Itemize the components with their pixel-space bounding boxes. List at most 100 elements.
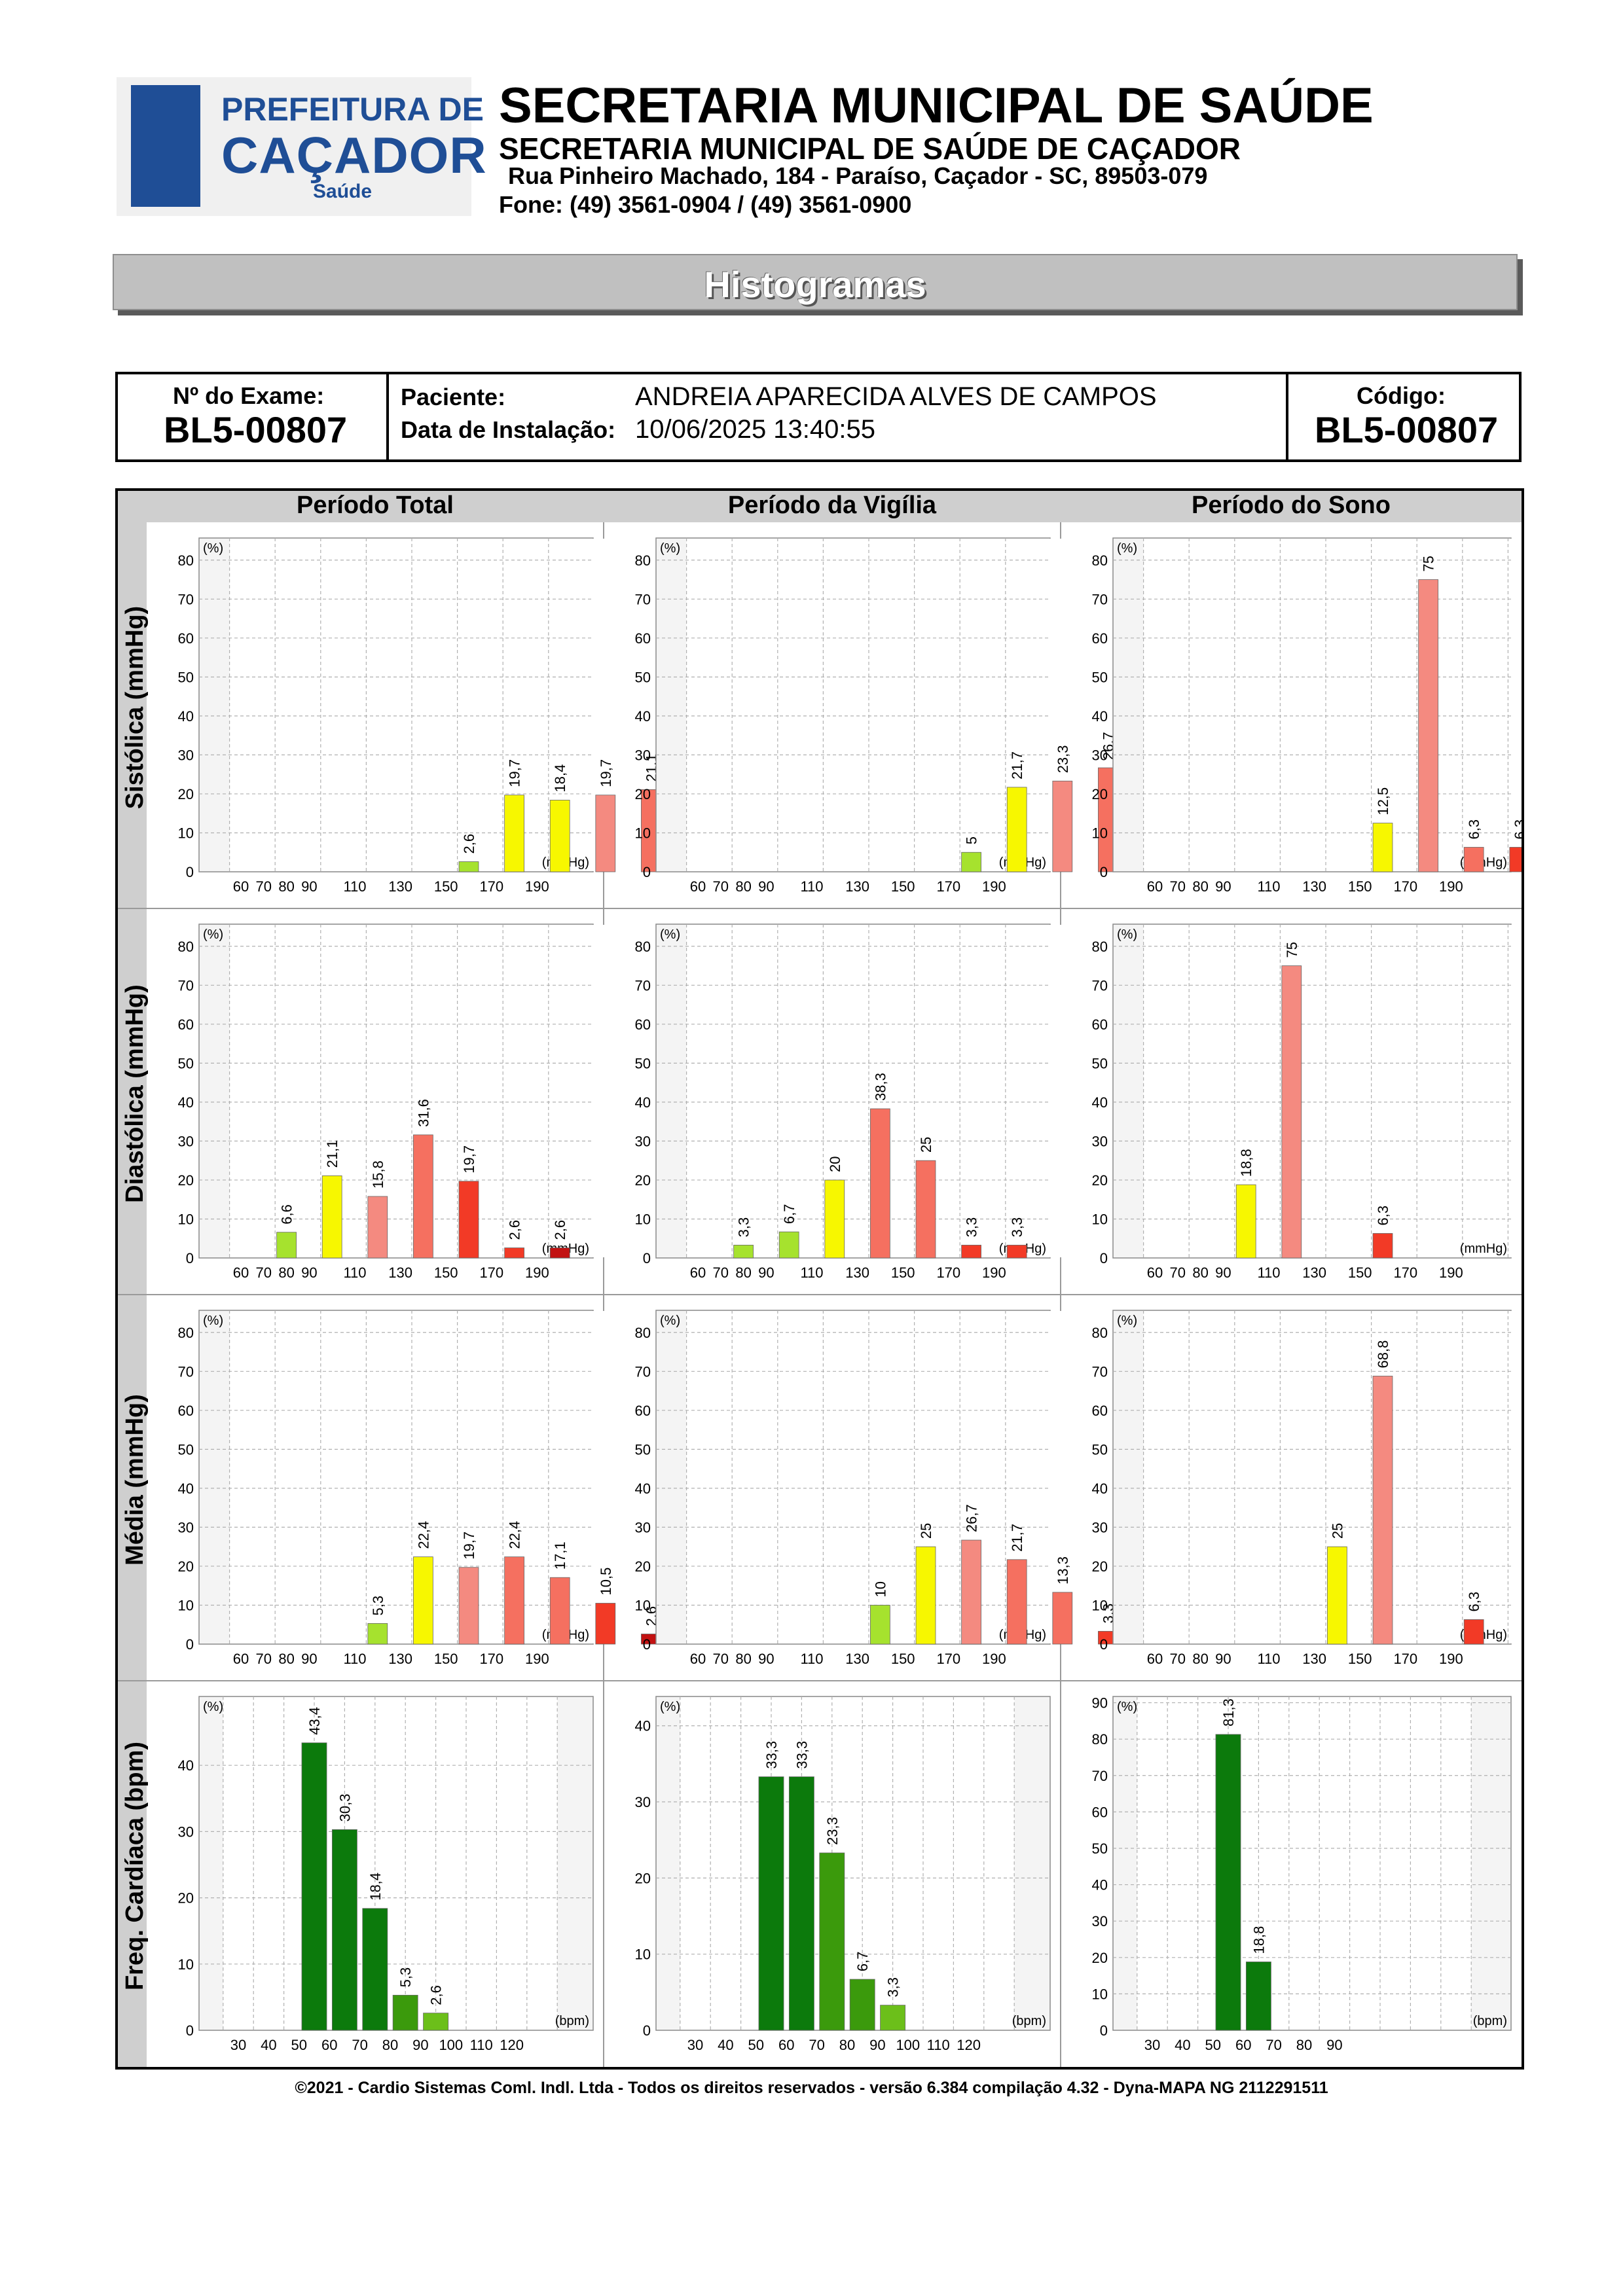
histogram-bar	[1372, 1233, 1393, 1259]
bar-value-label: 17,1	[552, 1541, 568, 1570]
x-tick-label: 170	[1393, 878, 1417, 895]
bar-value-label: 2,6	[507, 1220, 523, 1240]
x-tick-label: 70	[713, 878, 729, 895]
y-tick-label: 0	[186, 1636, 194, 1653]
bar-value-label: 81,3	[1220, 1698, 1237, 1727]
plot-core	[1137, 1697, 1472, 2030]
y-tick-label: 30	[1092, 747, 1108, 763]
histogram-bar	[458, 1181, 479, 1259]
y-tick-label: 80	[1092, 1325, 1108, 1341]
y-tick-label: 10	[635, 1597, 651, 1613]
y-tick-label: 70	[1092, 977, 1108, 994]
x-tick-label: 190	[982, 1265, 1006, 1281]
x-tick-label: 170	[479, 878, 503, 895]
y-unit-label: (%)	[203, 541, 223, 556]
x-tick-label: 30	[230, 2037, 246, 2053]
x-tick-label: 60	[321, 2037, 337, 2053]
y-tick-label: 80	[178, 552, 194, 569]
y-tick-label: 10	[1092, 1211, 1108, 1227]
y-tick-label: 10	[635, 825, 651, 841]
histogram-bar	[549, 800, 570, 872]
y-tick-label: 50	[178, 669, 194, 685]
x-tick-label: 120	[957, 2037, 981, 2053]
y-tick-label: 60	[1092, 630, 1108, 647]
x-unit-label: (bpm)	[1012, 2014, 1046, 2028]
histogram-bar	[367, 1623, 388, 1645]
y-tick-label: 20	[635, 1172, 651, 1189]
x-tick-label: 80	[839, 2037, 855, 2053]
x-tick-label: 90	[412, 2037, 428, 2053]
y-tick-label: 50	[178, 1441, 194, 1458]
histogram-bar	[1463, 847, 1484, 872]
x-tick-label: 80	[1192, 878, 1208, 895]
x-tick-label: 150	[1348, 1651, 1372, 1667]
x-tick-label: 130	[388, 1651, 412, 1667]
code-value: BL5-00807	[1315, 409, 1499, 450]
y-unit-label: (%)	[1117, 541, 1137, 556]
bar-value-label: 21,7	[1009, 1524, 1025, 1552]
y-tick-label: 70	[178, 591, 194, 607]
x-tick-label: 190	[525, 878, 549, 895]
y-tick-label: 40	[178, 708, 194, 725]
x-tick-label: 60	[690, 1651, 706, 1667]
x-tick-label: 130	[388, 878, 412, 895]
histogram-bar	[1509, 847, 1530, 872]
y-tick-label: 60	[178, 1016, 194, 1033]
histogram-bar	[961, 1539, 981, 1645]
y-tick-label: 90	[1092, 1695, 1108, 1712]
histogram-grid: Período Total Período da Vigília Período d…	[115, 488, 1531, 2070]
y-tick-label: 10	[178, 1597, 194, 1613]
histogram-bar	[1215, 1734, 1241, 2031]
histogram-bar	[1372, 1376, 1393, 1645]
exam-number-value: BL5-00807	[164, 409, 348, 450]
y-tick-label: 30	[178, 1519, 194, 1535]
x-tick-label: 190	[982, 1651, 1006, 1667]
x-tick-label: 80	[382, 2037, 398, 2053]
bar-value-label: 12,5	[1375, 787, 1391, 816]
x-tick-label: 90	[301, 1265, 317, 1281]
histogram-bar	[849, 1979, 875, 2031]
x-tick-label: 90	[301, 878, 317, 895]
x-tick-label: 110	[343, 1265, 366, 1281]
y-tick-label: 60	[1092, 1403, 1108, 1419]
x-tick-label: 100	[896, 2037, 920, 2053]
x-tick-label: 80	[1296, 2037, 1312, 2053]
histogram-bar	[413, 1134, 433, 1259]
patient-label: Paciente:	[401, 384, 506, 410]
histogram-bar	[819, 1852, 845, 2031]
address: Rua Pinheiro Machado, 184 - Paraíso, Caç…	[508, 162, 1208, 189]
y-tick-label: 70	[635, 591, 651, 607]
y-tick-label: 50	[178, 1055, 194, 1071]
y-tick-label: 30	[635, 1519, 651, 1535]
histogram-bar	[367, 1196, 388, 1259]
x-tick-label: 190	[525, 1265, 549, 1281]
row-title: Sistólica (mmHg)	[121, 606, 149, 809]
y-unit-label: (%)	[1117, 1700, 1137, 1714]
y-tick-label: 40	[178, 1480, 194, 1497]
bar-value-label: 75	[1421, 556, 1437, 571]
y-tick-label: 40	[635, 1094, 651, 1111]
histogram-bar	[1052, 780, 1073, 872]
exam-info-box: Nº do Exame: BL5-00807 Paciente: ANDREIA…	[115, 372, 1522, 462]
y-tick-label: 0	[186, 2022, 194, 2039]
histogram-bar	[1327, 1546, 1347, 1645]
x-tick-label: 90	[1326, 2037, 1342, 2053]
y-unit-label: (%)	[203, 1314, 223, 1328]
footer: ©2021 - Cardio Sistemas Coml. Indl. Ltda…	[295, 2079, 1328, 2097]
x-tick-label: 70	[1170, 1265, 1186, 1281]
x-tick-label: 130	[1302, 1651, 1326, 1667]
y-tick-label: 40	[1092, 1480, 1108, 1497]
histogram-bar	[595, 1603, 616, 1645]
histogram-bar	[961, 1244, 981, 1259]
y-tick-label: 0	[1100, 1250, 1108, 1266]
x-tick-label: 150	[434, 1265, 458, 1281]
phone: Fone: (49) 3561-0904 / (49) 3561-0900	[499, 191, 912, 218]
plot-core	[1143, 539, 1531, 871]
x-tick-label: 80	[278, 878, 294, 895]
y-unit-label: (%)	[1117, 1314, 1137, 1328]
x-tick-label: 70	[809, 2037, 824, 2053]
y-tick-label: 50	[635, 669, 651, 685]
histogram-bar	[1006, 1244, 1027, 1259]
histogram-bar	[1235, 1184, 1256, 1259]
x-tick-label: 60	[690, 878, 706, 895]
